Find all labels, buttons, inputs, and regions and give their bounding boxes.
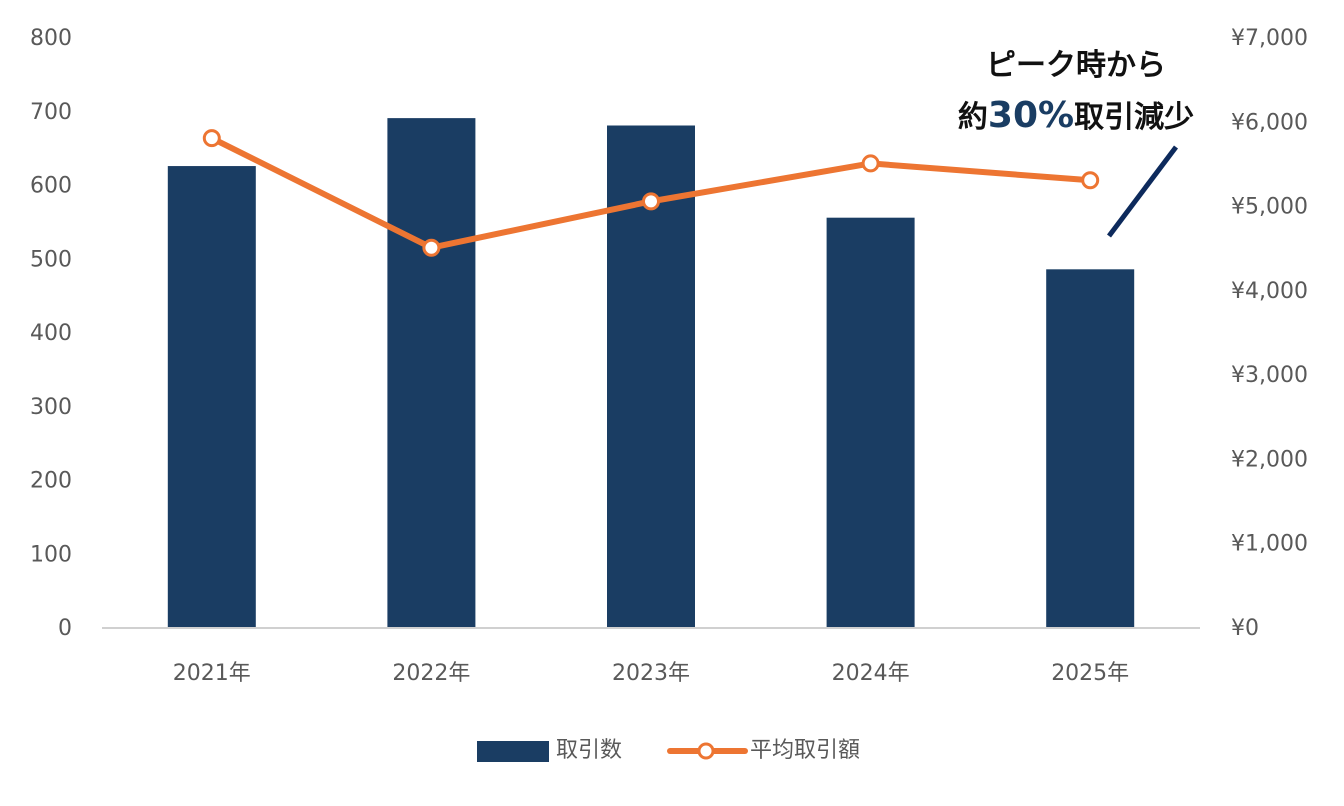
right-tick-label: ¥5,000 (1231, 195, 1308, 220)
annotation-line1: ピーク時から (986, 48, 1166, 83)
x-tick-label: 2021年 (173, 661, 251, 686)
left-tick-label: 700 (30, 100, 72, 125)
line-marker (861, 154, 880, 173)
left-tick-label: 100 (30, 542, 72, 567)
x-tick-label: 2023年 (612, 661, 690, 686)
left-tick-label: 800 (30, 26, 72, 51)
legend-line-label: 平均取引額 (750, 738, 860, 763)
annotation: ピーク時から 約30%取引減少 (958, 48, 1194, 238)
legend-bar-swatch (477, 741, 549, 762)
line-series (202, 129, 1100, 257)
x-tick-label: 2025年 (1051, 661, 1129, 686)
right-tick-label: ¥4,000 (1231, 279, 1308, 304)
right-tick-label: ¥7,000 (1231, 26, 1308, 51)
x-tick-label: 2022年 (392, 661, 470, 686)
left-tick-label: 600 (30, 174, 72, 199)
right-tick-label: ¥1,000 (1231, 532, 1308, 557)
line-marker (422, 238, 441, 257)
bar (387, 118, 476, 627)
bar-series (167, 118, 1135, 627)
line-marker (202, 129, 221, 148)
right-tick-label: ¥2,000 (1231, 447, 1308, 472)
x-tick-label: 2024年 (832, 661, 910, 686)
right-tick-label: ¥6,000 (1231, 110, 1308, 135)
line-marker (1081, 171, 1100, 190)
left-tick-label: 300 (30, 395, 72, 420)
line-marker (642, 192, 660, 211)
legend-bar-label: 取引数 (556, 738, 622, 763)
left-tick-label: 400 (30, 321, 72, 346)
legend: 取引数 平均取引額 (477, 738, 860, 763)
bar (826, 217, 915, 627)
legend-marker-icon (697, 742, 715, 760)
bar (1046, 269, 1135, 627)
left-tick-label: 500 (30, 247, 72, 272)
right-tick-label: ¥3,000 (1231, 363, 1308, 388)
annotation-line2: 約30%取引減少 (958, 95, 1194, 136)
bar (167, 166, 256, 627)
left-tick-label: 200 (30, 469, 72, 494)
left-tick-label: 0 (58, 616, 72, 641)
right-axis: ¥0 ¥1,000 ¥2,000 ¥3,000 ¥4,000 ¥5,000 ¥6,000 ¥7… (1231, 26, 1308, 641)
left-axis: 0 100 200 300 400 500 600 700 800 (30, 26, 72, 641)
x-axis: 2021年 2022年 2023年 2024年 2025年 (173, 661, 1129, 686)
right-tick-label: ¥0 (1231, 616, 1259, 641)
annotation-pointer-line (1107, 145, 1178, 238)
